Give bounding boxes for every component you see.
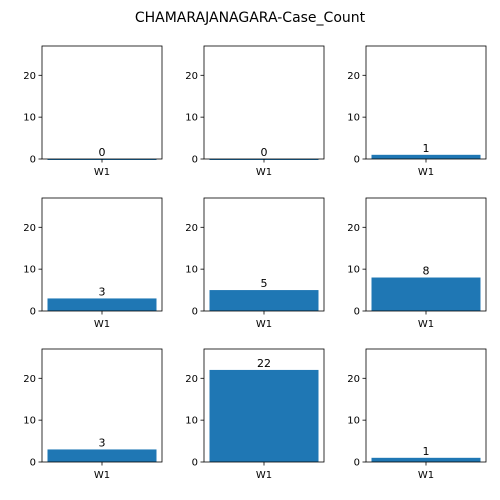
y-tick-label: 20	[347, 374, 360, 385]
y-tick-label: 0	[354, 307, 360, 318]
y-tick-label: 10	[23, 265, 36, 276]
y-tick-label: 0	[30, 307, 36, 318]
x-tick-label: W1	[94, 167, 110, 178]
data-label: 3	[99, 436, 106, 449]
y-tick-label: 10	[23, 416, 36, 427]
data-label: 8	[423, 265, 430, 278]
x-tick-label: W1	[418, 167, 434, 178]
figure-title: CHAMARAJANAGARA-Case_Count	[135, 10, 366, 26]
axes-frame	[41, 45, 163, 160]
data-label: 5	[261, 277, 268, 290]
x-tick-label: W1	[256, 319, 272, 330]
axes-frame	[203, 45, 325, 160]
y-tick-label: 20	[23, 71, 36, 82]
subplot-4: 3 0 10 20 W1	[23, 197, 163, 330]
data-label: 1	[423, 142, 430, 155]
y-tick-label: 10	[23, 113, 36, 124]
y-tick-label: 0	[354, 458, 360, 469]
y-tick-label: 10	[347, 265, 360, 276]
data-label: 0	[261, 146, 268, 159]
y-tick-label: 10	[347, 113, 360, 124]
bar	[209, 369, 319, 462]
subplot-2: 0 0 10 20 W1	[185, 45, 325, 178]
y-tick-label: 20	[347, 223, 360, 234]
y-tick-label: 0	[192, 458, 198, 469]
x-tick-label: W1	[94, 470, 110, 481]
bar	[47, 298, 157, 311]
y-tick-label: 0	[30, 458, 36, 469]
x-tick-label: W1	[256, 470, 272, 481]
data-label: 3	[99, 285, 106, 298]
data-label: 1	[423, 445, 430, 458]
bar	[371, 457, 481, 462]
y-tick-label: 0	[192, 155, 198, 166]
bar	[47, 449, 157, 462]
x-tick-label: W1	[418, 319, 434, 330]
y-tick-label: 20	[23, 374, 36, 385]
y-tick-label: 20	[185, 223, 198, 234]
data-label: 0	[99, 146, 106, 159]
y-tick-label: 10	[185, 416, 198, 427]
y-tick-label: 20	[185, 71, 198, 82]
x-tick-label: W1	[418, 470, 434, 481]
y-tick-label: 20	[347, 71, 360, 82]
y-tick-label: 20	[185, 374, 198, 385]
data-label: 22	[257, 357, 271, 370]
y-tick-label: 0	[192, 307, 198, 318]
bar	[209, 290, 319, 311]
subplot-1: 0 0 10 20 W1	[23, 45, 163, 178]
subplot-6: 8 0 10 20 W1	[347, 197, 487, 330]
subplot-8: 22 0 10 20 W1	[185, 348, 325, 481]
x-tick-label: W1	[256, 167, 272, 178]
y-tick-label: 10	[185, 265, 198, 276]
y-tick-label: 0	[30, 155, 36, 166]
y-tick-label: 10	[185, 113, 198, 124]
x-tick-label: W1	[94, 319, 110, 330]
bar	[371, 277, 481, 311]
y-tick-label: 0	[354, 155, 360, 166]
subplot-5: 5 0 10 20 W1	[185, 197, 325, 330]
y-tick-label: 20	[23, 223, 36, 234]
subplot-7: 3 0 10 20 W1	[23, 348, 163, 481]
bar	[371, 154, 481, 159]
y-tick-label: 10	[347, 416, 360, 427]
